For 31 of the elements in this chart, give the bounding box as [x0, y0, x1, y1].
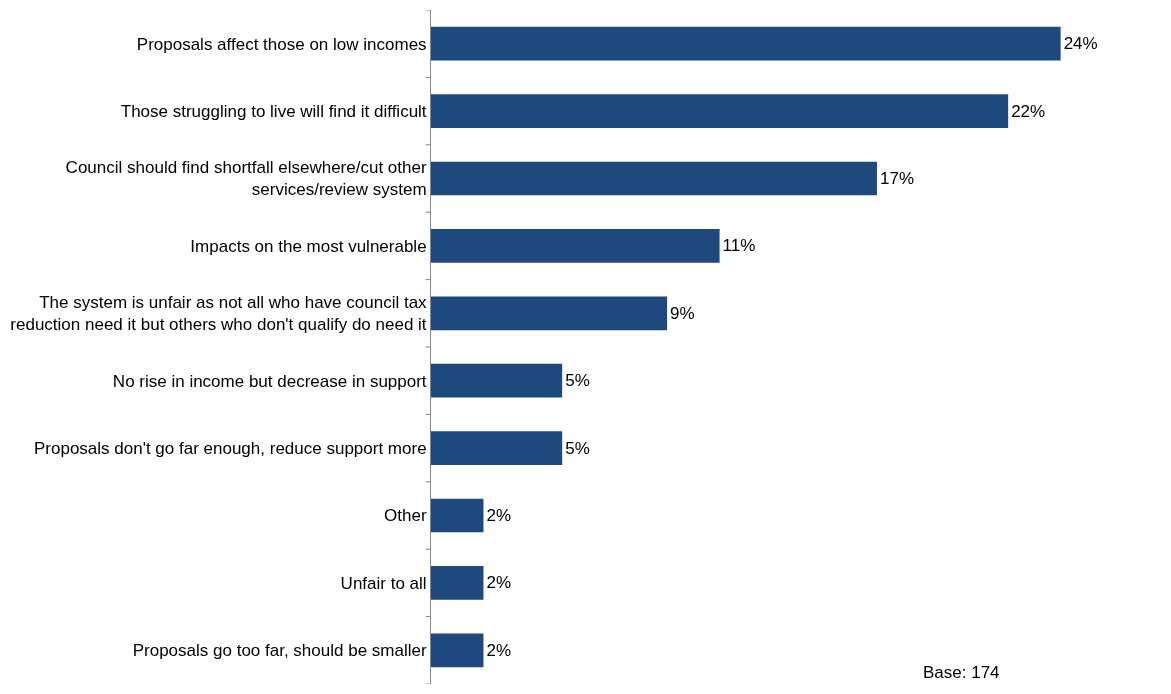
- data-label: 5%: [565, 438, 590, 458]
- bar: [431, 296, 668, 331]
- y-tick-label: Impacts on the most vulnerable: [190, 236, 427, 256]
- data-label: 11%: [722, 236, 756, 256]
- bar: [431, 161, 877, 196]
- data-label: 5%: [565, 371, 590, 391]
- data-label: 17%: [879, 169, 915, 188]
- data-label: 9%: [670, 303, 695, 323]
- data-label: 2%: [486, 506, 512, 525]
- y-tick-label: Unfair to all: [340, 573, 427, 593]
- bar: [431, 633, 484, 668]
- annotation: Base: 174: [923, 663, 1000, 682]
- bar: [431, 229, 720, 263]
- data-label: 24%: [1063, 34, 1098, 54]
- y-tick-label: Other: [384, 506, 427, 526]
- y-tick-label: Council should find shortfall elsewhere/cut other services/review system: [65, 158, 427, 200]
- data-label: 2%: [486, 573, 512, 593]
- y-tick-label: Proposals affect those on low incomes: [136, 34, 427, 54]
- data-label: 22%: [1011, 101, 1046, 121]
- y-tick-label: Proposals go too far, should be smaller: [132, 641, 427, 661]
- y-tick-label: The system is unfair as not all who have council tax reduction need it but others who don't qualify do need it: [10, 293, 428, 335]
- y-tick-label: No rise in income but decrease in support: [112, 371, 427, 391]
- bar: [431, 566, 484, 600]
- bar: [431, 94, 1009, 128]
- bar: [431, 431, 563, 465]
- data-label: 2%: [486, 640, 512, 660]
- y-tick-label: Those struggling to live will find it difficult: [120, 102, 427, 122]
- bar: [431, 498, 484, 533]
- bar: [431, 363, 563, 398]
- bar: [431, 26, 1061, 61]
- y-tick-label: Proposals don't go far enough, reduce support more: [33, 439, 427, 459]
